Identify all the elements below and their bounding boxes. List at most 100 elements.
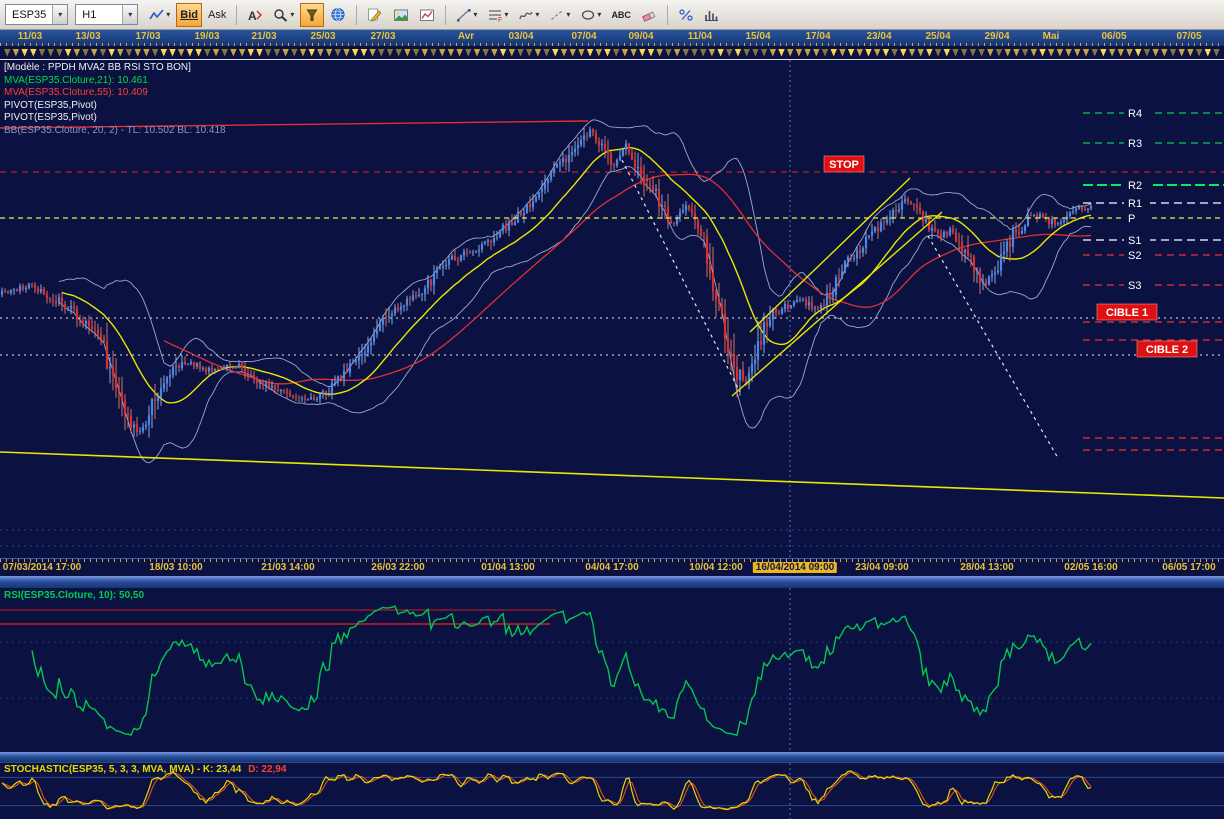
freehand-tool-button[interactable]: ▾ [514, 3, 543, 27]
stochastic-chart-surface[interactable] [0, 763, 1224, 819]
resistance-trendline[interactable] [0, 120, 589, 129]
bollinger-bands [58, 119, 1092, 464]
bottom-axis-date-highlighted: 16/04/2014 09:00 [752, 562, 838, 573]
abc-label: ABC [611, 9, 631, 20]
annotation-cible-1[interactable]: CIBLE 1 [1096, 303, 1158, 321]
top-axis-date: 07/05 [1176, 31, 1202, 42]
stoch-d-label: D: 22,94 [248, 764, 287, 775]
price-chart-surface[interactable]: R4 R3 R2 R1 P S1 S2 S3 STOP CIBLE 1 CIBLE 2 [0, 60, 1224, 558]
top-axis-date: 03/04 [508, 31, 534, 42]
top-axis-date: 11/04 [687, 31, 713, 42]
horizontal-levels-icon: F [489, 10, 503, 22]
chart-snapshot-button[interactable] [415, 3, 439, 27]
bottom-axis-date: 07/03/2014 17:00 [2, 562, 82, 573]
top-axis-date: 06/05 [1101, 31, 1127, 42]
eraser-button[interactable] [637, 3, 661, 27]
dotted-projection-2[interactable] [927, 235, 1059, 459]
pivot-label-P: P [1128, 213, 1135, 225]
toolbar-separator [445, 4, 447, 25]
annotation-stop[interactable]: STOP [823, 155, 865, 173]
fibonacci-tool-button[interactable]: F ▾ [483, 3, 512, 27]
level-lines [0, 60, 1224, 558]
bb-lower-line [58, 166, 1092, 464]
timeframe-select[interactable]: H1 ▾ [75, 4, 139, 25]
layout-button[interactable] [700, 3, 724, 27]
notes-button[interactable] [363, 3, 387, 27]
bid-button[interactable]: Bid [176, 2, 202, 27]
pivot-label-S1: S1 [1128, 235, 1141, 247]
image-button[interactable] [389, 3, 413, 27]
indicator-legend: [Modèle : PPDH MVA2 BB RSI STO BON] MVA(… [4, 62, 226, 137]
ellipse-tool-button[interactable]: ▾ [576, 3, 605, 27]
ellipse-icon [582, 9, 595, 20]
stoch-k-label: STOCHASTIC(ESP35, 5, 3, 3, MVA, MVA) - K… [4, 764, 242, 775]
svg-text:A: A [248, 9, 257, 22]
stoch-k-line [1, 770, 1092, 811]
segment-dropdown-arrow: ▾ [566, 10, 571, 19]
bottom-axis-date: 18/03 10:00 [149, 562, 203, 573]
svg-text:CIBLE 2: CIBLE 2 [1146, 344, 1188, 356]
segment-tool-button[interactable]: ▾ [545, 3, 574, 27]
chart-style-dropdown-arrow: ▾ [166, 10, 171, 19]
panel-separator-2[interactable] [0, 752, 1224, 762]
toolbar-separator [666, 4, 668, 25]
magnifier-icon [274, 8, 288, 22]
crosshair-tool-button[interactable] [300, 2, 325, 27]
text-tool-button[interactable]: ABC [607, 3, 635, 27]
session-marker-row [0, 46, 1224, 60]
zoom-button[interactable]: ▾ [269, 3, 298, 27]
top-axis-date: Mai [1042, 31, 1060, 42]
axis-scale-button[interactable]: A [243, 3, 267, 27]
top-axis-date: 29/04 [984, 31, 1010, 42]
chart-export-icon [420, 9, 435, 21]
eraser-icon [641, 10, 656, 22]
web-button[interactable] [326, 3, 350, 27]
legend-mva21: MVA(ESP35.Cloture,21): 10.461 [4, 74, 148, 86]
bottom-axis-date: 26/03 22:00 [371, 562, 425, 573]
pivot-label-S3: S3 [1128, 280, 1141, 292]
pivot-levels: R4 R3 R2 R1 P S1 S2 S3 [0, 106, 1224, 451]
percent-link-icon [679, 8, 693, 21]
timeframe-value: H1 [82, 8, 97, 21]
ask-button[interactable]: Ask [204, 3, 230, 27]
pencil-icon [368, 8, 382, 22]
top-axis-date: 21/03 [251, 31, 277, 42]
symbol-dropdown-arrow[interactable]: ▾ [52, 5, 68, 24]
svg-text:CIBLE 1: CIBLE 1 [1106, 307, 1148, 319]
channel-upper-trendline[interactable] [749, 177, 911, 333]
pivot-label-R4: R4 [1128, 108, 1142, 120]
timeframe-dropdown-arrow[interactable]: ▾ [122, 5, 138, 24]
long-support-trendline[interactable] [0, 451, 1224, 499]
top-axis-date: 19/03 [194, 31, 220, 42]
top-axis-date: 15/04 [745, 31, 771, 42]
panel-separator-1[interactable] [0, 576, 1224, 588]
legend-mva55: MVA(ESP35.Cloture,55): 10.409 [4, 87, 148, 98]
equalizer-icon [704, 10, 718, 21]
bottom-axis-date: 28/04 13:00 [960, 562, 1014, 573]
legend-pivot1: PIVOT(ESP35,Pivot) [4, 99, 97, 111]
bottom-axis-date: 02/05 16:00 [1064, 562, 1118, 573]
chart-style-button[interactable]: ▾ [145, 3, 174, 27]
top-axis-date: 27/03 [370, 31, 396, 42]
symbol-select[interactable]: ESP35 ▾ [5, 4, 69, 25]
image-icon [394, 9, 409, 21]
symbol-value: ESP35 [12, 8, 47, 21]
annotation-cible-2[interactable]: CIBLE 2 [1136, 340, 1198, 358]
toolbar-separator [236, 4, 238, 25]
legend-model: [Modèle : PPDH MVA2 BB RSI STO BON] [4, 62, 191, 73]
trendline-tool-button[interactable]: ▾ [452, 3, 481, 27]
channel-lower-trendline[interactable] [731, 211, 943, 397]
bottom-axis-date: 10/04 12:00 [689, 562, 743, 573]
session-markers [4, 49, 1220, 57]
funnel-icon [306, 9, 318, 21]
rsi-chart-surface[interactable] [0, 588, 1224, 752]
dotted-projection-1[interactable] [621, 159, 741, 393]
percent-link-button[interactable] [674, 3, 698, 27]
bottom-axis-date: 23/04 09:00 [855, 562, 909, 573]
ellipse-dropdown-arrow: ▾ [597, 10, 602, 19]
stoch-d-line [1, 771, 1092, 810]
rsi-panel: RSI(ESP35.Cloture, 10): 50,50 [0, 588, 1224, 752]
top-axis-date: 07/04 [571, 31, 597, 42]
line-chart-icon [149, 8, 164, 19]
